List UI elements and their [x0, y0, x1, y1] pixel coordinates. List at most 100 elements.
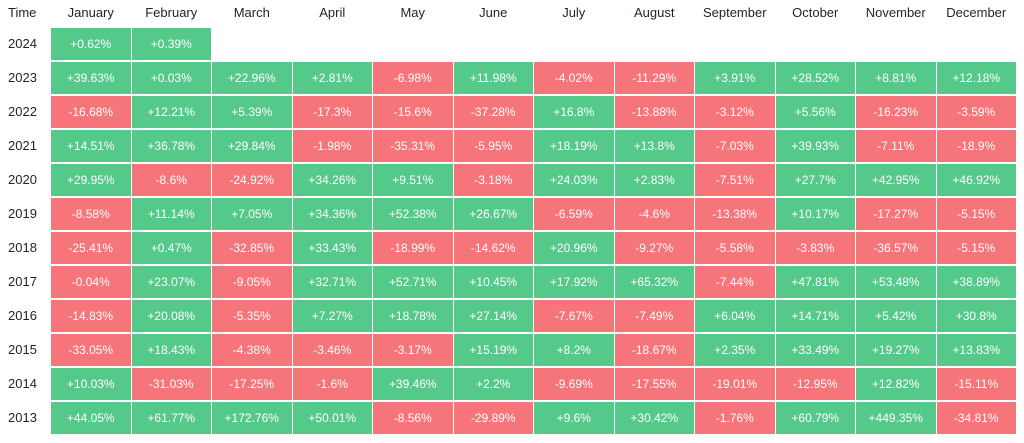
return-cell: +3.91%: [695, 62, 775, 94]
return-cell: +172.76%: [212, 402, 292, 434]
return-cell: -18.99%: [373, 232, 453, 264]
return-cell: +18.43%: [131, 334, 211, 366]
return-cell: +5.56%: [775, 96, 855, 128]
return-cell: -37.28%: [453, 96, 533, 128]
return-cell: -7.03%: [695, 130, 775, 162]
return-cell: -25.41%: [51, 232, 131, 264]
return-cell: -17.55%: [614, 368, 694, 400]
return-cell: +12.82%: [856, 368, 936, 400]
month-header-july: July: [562, 5, 586, 20]
return-cell: +2.2%: [453, 368, 533, 400]
return-cell: +0.47%: [131, 232, 211, 264]
return-cell: +10.03%: [51, 368, 131, 400]
year-label: 2014: [8, 376, 37, 391]
return-cell: -7.11%: [856, 130, 936, 162]
return-cell: +0.03%: [131, 62, 211, 94]
return-cell: +449.35%: [856, 402, 936, 434]
return-cell: -31.03%: [131, 368, 211, 400]
return-cell: +18.78%: [373, 300, 453, 332]
return-cell: +7.27%: [292, 300, 372, 332]
return-cell: -16.23%: [856, 96, 936, 128]
month-header-june: June: [479, 5, 508, 20]
return-cell: +2.83%: [614, 164, 694, 196]
return-cell: -17.3%: [292, 96, 372, 128]
return-cell: +22.96%: [212, 62, 292, 94]
return-cell: -5.95%: [453, 130, 533, 162]
return-cell: +30.42%: [614, 402, 694, 434]
return-cell: +60.79%: [775, 402, 855, 434]
return-cell: -17.25%: [212, 368, 292, 400]
return-cell: -7.44%: [695, 266, 775, 298]
return-cell: +10.45%: [453, 266, 533, 298]
return-cell: +29.95%: [51, 164, 131, 196]
return-cell: -3.46%: [292, 334, 372, 366]
return-cell: +7.05%: [212, 198, 292, 230]
return-cell: +50.01%: [292, 402, 372, 434]
year-label: 2015: [8, 342, 37, 357]
return-cell: -4.38%: [212, 334, 292, 366]
return-cell: +0.62%: [51, 28, 131, 60]
return-cell: +33.43%: [292, 232, 372, 264]
return-cell: +34.36%: [292, 198, 372, 230]
return-cell: +0.39%: [131, 28, 211, 60]
return-cell: -1.6%: [292, 368, 372, 400]
month-header-december: December: [946, 5, 1007, 20]
return-cell: -33.05%: [51, 334, 131, 366]
return-cell: +39.93%: [775, 130, 855, 162]
return-cell: +9.51%: [373, 164, 453, 196]
year-label: 2022: [8, 104, 37, 119]
return-cell: -18.67%: [614, 334, 694, 366]
return-cell: -0.04%: [51, 266, 131, 298]
return-cell: -34.81%: [936, 402, 1016, 434]
return-cell: -36.57%: [856, 232, 936, 264]
return-cell: +26.67%: [453, 198, 533, 230]
return-cell: -16.68%: [51, 96, 131, 128]
return-cell: -6.59%: [534, 198, 614, 230]
return-cell: +29.84%: [212, 130, 292, 162]
return-cell: -5.15%: [936, 232, 1016, 264]
return-cell: -8.56%: [373, 402, 453, 434]
year-label: 2020: [8, 172, 37, 187]
return-cell: -19.01%: [695, 368, 775, 400]
month-header-may: May: [400, 5, 426, 20]
return-cell: -5.35%: [212, 300, 292, 332]
month-header-april: April: [319, 5, 346, 20]
return-cell: +39.63%: [51, 62, 131, 94]
return-cell: -9.05%: [212, 266, 292, 298]
return-cell: +20.08%: [131, 300, 211, 332]
return-cell: +36.78%: [131, 130, 211, 162]
return-cell: +47.81%: [775, 266, 855, 298]
return-cell: -8.6%: [131, 164, 211, 196]
return-cell: +32.71%: [292, 266, 372, 298]
return-cell: +46.92%: [936, 164, 1016, 196]
return-cell: +52.38%: [373, 198, 453, 230]
month-header-september: September: [702, 5, 767, 20]
return-cell: +23.07%: [131, 266, 211, 298]
month-header-august: August: [634, 5, 675, 20]
month-header-january: January: [67, 5, 114, 20]
year-label: 2023: [8, 70, 37, 85]
return-cell: +39.46%: [373, 368, 453, 400]
return-cell: -1.98%: [292, 130, 372, 162]
return-cell: +9.6%: [534, 402, 614, 434]
return-cell: +16.8%: [534, 96, 614, 128]
return-cell: +11.98%: [453, 62, 533, 94]
return-cell: -15.11%: [936, 368, 1016, 400]
return-cell: -35.31%: [373, 130, 453, 162]
return-cell: +33.49%: [775, 334, 855, 366]
year-label: 2017: [8, 274, 37, 289]
return-cell: -6.98%: [373, 62, 453, 94]
return-cell: -4.02%: [534, 62, 614, 94]
return-cell: +52.71%: [373, 266, 453, 298]
return-cell: -13.38%: [695, 198, 775, 230]
time-column-header: Time: [8, 5, 37, 20]
month-header-march: March: [233, 5, 270, 20]
year-label: 2013: [8, 410, 37, 425]
return-cell: +27.14%: [453, 300, 533, 332]
return-cell: +8.81%: [856, 62, 936, 94]
return-cell: +30.8%: [936, 300, 1016, 332]
return-cell: +8.2%: [534, 334, 614, 366]
return-cell: +13.8%: [614, 130, 694, 162]
return-cell: -11.29%: [614, 62, 694, 94]
